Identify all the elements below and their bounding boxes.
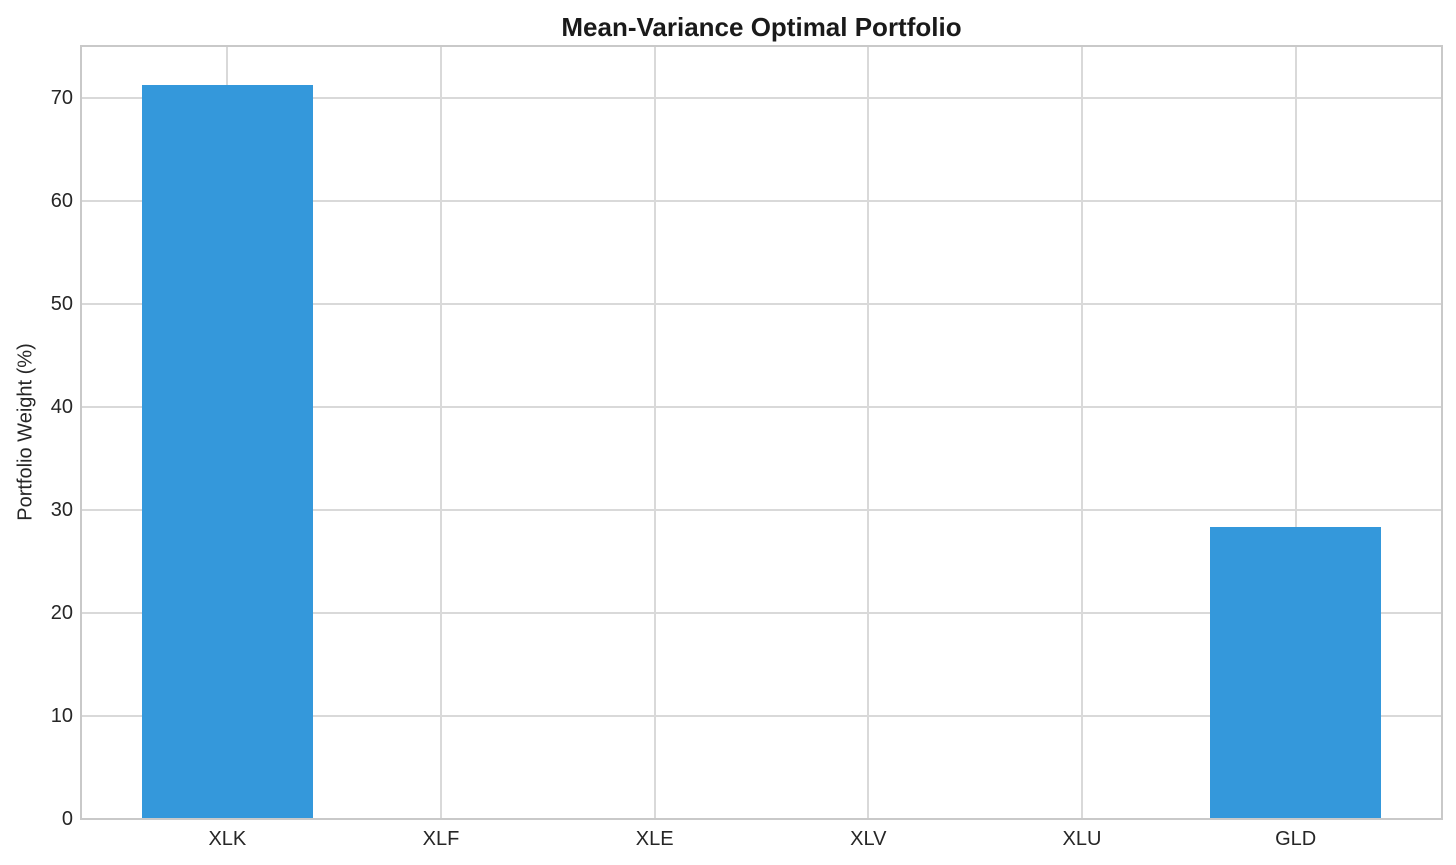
x-gridline (440, 46, 442, 819)
bar-xlk (141, 85, 313, 819)
y-gridline (81, 509, 1442, 512)
y-gridline (81, 406, 1442, 409)
y-tick-label: 50 (50, 293, 73, 316)
y-tick-label: 40 (50, 396, 73, 419)
chart-title: Mean-Variance Optimal Portfolio (561, 12, 962, 42)
x-tick-label: XLU (1062, 828, 1102, 850)
y-tick-label: 30 (50, 499, 73, 522)
y-gridline (81, 715, 1442, 718)
x-gridline (867, 46, 870, 819)
y-gridline (81, 200, 1442, 203)
x-tick-label: XLE (635, 828, 674, 850)
bar-gld (1210, 526, 1382, 819)
x-tick-label: XLK (208, 828, 247, 850)
y-tick-label: 60 (50, 190, 73, 213)
x-gridline (1294, 46, 1297, 819)
x-tick-label: XLV (850, 828, 887, 850)
y-gridline (81, 612, 1442, 615)
y-tick-label: 10 (50, 705, 73, 728)
y-axis-title: Portfolio Weight (%) (14, 343, 37, 521)
y-tick-label: 70 (50, 87, 73, 110)
y-tick-label: 0 (61, 808, 73, 830)
x-gridline (1080, 46, 1083, 819)
x-gridline (653, 46, 656, 819)
x-tick-label: XLF (422, 828, 460, 850)
x-tick-label: GLD (1275, 828, 1317, 850)
y-gridline (81, 97, 1442, 100)
y-tick-label: 20 (50, 602, 73, 625)
plot-area (81, 46, 1442, 819)
bars-layer (81, 46, 1442, 819)
y-gridline (81, 303, 1442, 306)
